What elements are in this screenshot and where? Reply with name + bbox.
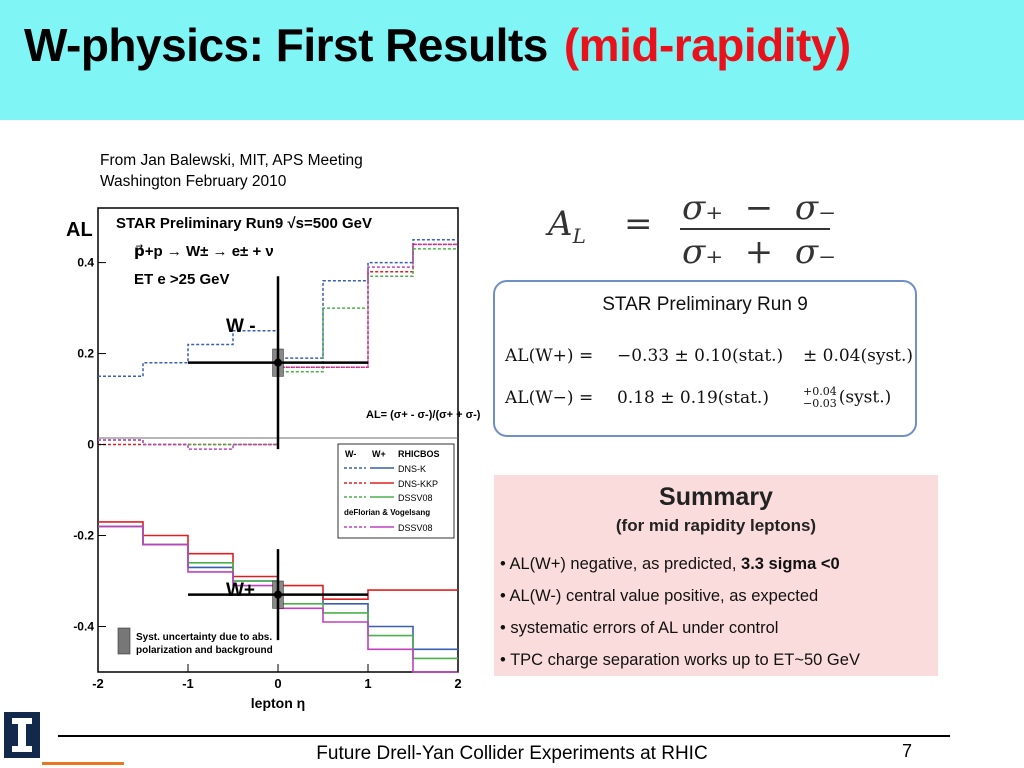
y-tick-label: -0.4 [73,620,94,634]
legend-entry-dssv: DSSV08 [398,493,433,503]
syst-note-line-2: polarization and background [136,645,273,656]
y-tick-label: 0 [87,438,94,452]
x-tick-label: -1 [182,676,194,691]
result-wminus-syst-up: +0.04 [803,385,837,398]
axis-ticks: -2 -1 0 1 2 0.4 0.2 0 -0.2 -0.4 [73,256,461,691]
result-wminus-syst-label: (syst.) [838,387,892,408]
page-number: 7 [902,741,913,761]
result-row-wminus: AL(W−) = 0.18 ± 0.19(stat.) +0.04 −0.03 (sys… [505,386,891,410]
legend-box [337,443,455,539]
syst-note-line-1: Syst. uncertainty due to abs. [136,632,272,643]
title-bar: W-physics: First Results (mid-rapidity) [0,0,1024,120]
marker [274,590,282,599]
results-box: STAR Preliminary Run 9 AL(W+) = −0.33 ± 0… [493,280,917,437]
source-line-1: From Jan Balewski, MIT, APS Meeting [100,152,363,169]
y-tick-label: -0.2 [73,529,94,543]
y-tick-label: 0.2 [77,347,94,361]
legend-entry-dnsk: DNS-K [398,464,426,474]
formula-denominator: σ₊ + σ₋ [682,232,837,272]
slide-title: W-physics: First Results (mid-rapidity) [24,18,851,72]
x-axis-label: lepton η [251,695,305,711]
x-tick-label: 1 [364,676,371,691]
data-point-wplus [188,549,368,641]
label-w-minus: W - [226,316,256,337]
y-axis-label: AL [66,219,93,241]
result-wplus-value: −0.33 ± 0.10(stat.) [617,346,784,366]
university-logo-icon [4,712,40,758]
formula-fraction-bar [680,228,830,230]
legend-entry-deflorian: deFlorian & Vogelsang [344,508,430,517]
result-wminus-value: 0.18 ± 0.19(stat.) [617,387,769,408]
source-note: From Jan Balewski, MIT, APS Meeting Wash… [100,150,363,192]
chart-subtitle-2: ET e >25 GeV [134,271,229,288]
y-tick-label: 0.4 [77,256,94,270]
formula-lhs: AL [548,204,586,248]
footer-divider [58,735,950,737]
chart-title: STAR Preliminary Run9 √s=500 GeV [116,215,372,232]
source-line-2: Washington February 2010 [100,173,287,190]
logo-accent-bar [42,762,124,765]
summary-box: Summary (for mid rapidity leptons) • AL(… [494,475,938,676]
summary-bullet-1: • AL(W+) negative, as predicted, 3.3 sig… [500,555,840,574]
asymmetry-plot: -2 -1 0 1 2 0.4 0.2 0 -0.2 -0.4 AL lepton η STAR … [66,207,480,711]
data-points [188,276,368,641]
result-wminus-asym: +0.04 −0.03 [803,386,837,410]
legend: W- W+ RHICBOS DNS-K DNS-KKP DSSV08 deFlo… [337,443,455,539]
summary-bullet-4: • TPC charge separation works up to ET~5… [500,651,860,669]
asymmetry-formula: AL = σ₊ − σ₋ σ₊ + σ₋ [548,186,848,272]
title-main: W-physics: First Results [24,19,548,71]
result-wminus-syst-down: −0.03 [803,397,837,410]
x-tick-label: -2 [92,676,104,691]
label-w-plus: W+ [226,580,255,601]
legend-entry-dssv2: DSSV08 [398,523,433,533]
inset-formula: AL= (σ+ - σ-)/(σ+ + σ-) [366,409,480,421]
summary-title: Summary [659,483,773,511]
x-tick-label: 0 [274,676,281,691]
summary-subtitle: (for mid rapidity leptons) [615,516,817,535]
legend-header-wplus: W+ [372,449,386,459]
curve-wminus-3 [98,243,458,450]
results-title: STAR Preliminary Run 9 [602,294,808,315]
summary-bullet-2: • AL(W-) central value positive, as expe… [500,587,819,605]
title-highlight: (mid-rapidity) [563,19,851,71]
curve-wminus-0 [98,239,458,378]
legend-entry-dnskkp: DNS-KKP [398,479,438,489]
legend-header-wminus: W- [345,449,356,459]
x-tick-label: 2 [454,676,461,691]
summary-bullet-1-bold: 3.3 sigma <0 [741,555,840,573]
chart-subtitle-1: p⃗+p → W± → e± + ν [134,243,274,260]
footer-text: Future Drell-Yan Collider Experiments at… [316,743,708,764]
result-row-wplus: AL(W+) = −0.33 ± 0.10(stat.) ± 0.04(syst.) [505,346,913,366]
result-wminus-label: AL(W−) = [505,387,594,408]
formula-numerator: σ₊ − σ₋ [682,188,837,228]
result-wplus-label: AL(W+) = [505,346,594,366]
legend-header-model: RHICBOS [398,449,440,459]
summary-bullet-3: • systematic errors of AL under control [500,619,779,637]
formula-equals: = [624,204,653,244]
syst-swatch [117,627,131,655]
formula-lhs-sub: L [572,223,586,248]
result-wplus-syst: ± 0.04(syst.) [803,346,914,366]
data-point-wminus [188,276,368,450]
marker [274,358,282,367]
summary-bullet-1-text: • AL(W+) negative, as predicted, [500,555,742,573]
